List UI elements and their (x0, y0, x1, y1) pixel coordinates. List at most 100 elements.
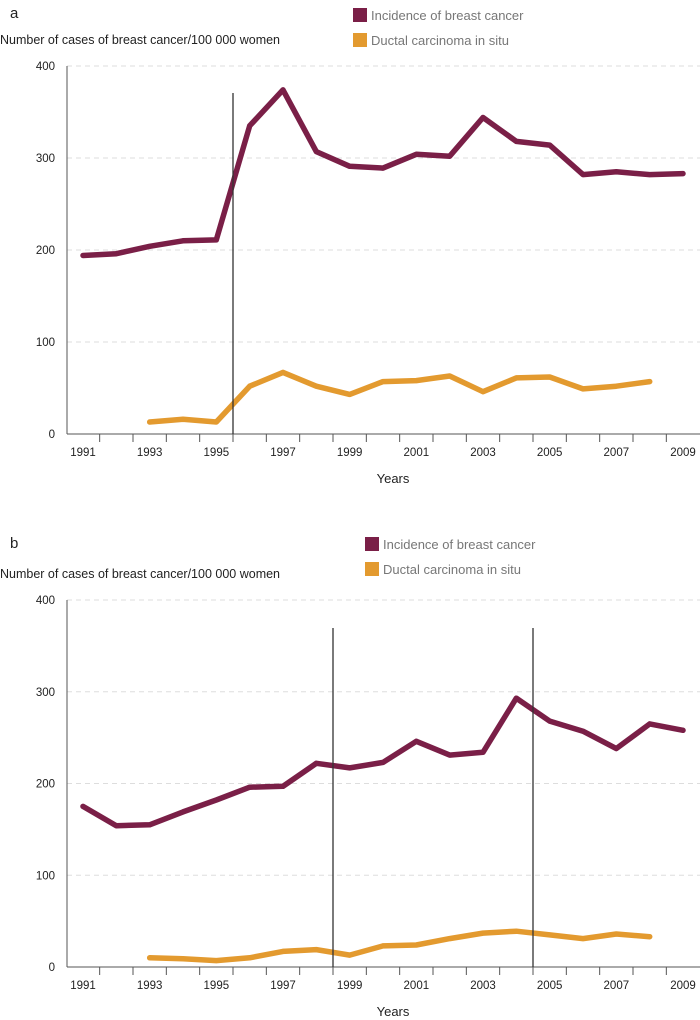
data-point (313, 947, 319, 953)
data-point (247, 123, 253, 129)
x-tick-label: 1991 (70, 447, 96, 459)
x-tick-label: 2009 (670, 980, 696, 992)
data-point (147, 419, 153, 425)
x-tick-label: 2001 (404, 980, 430, 992)
data-point (613, 931, 619, 937)
series-line (146, 369, 653, 425)
panel-label: a (10, 5, 19, 22)
data-point (347, 163, 353, 169)
x-tick-label: 2003 (470, 447, 496, 459)
data-point (280, 783, 286, 789)
data-point (613, 169, 619, 175)
data-point (280, 369, 286, 375)
series-line (80, 87, 686, 259)
y-axis-title: Number of cases of breast cancer/100 000… (0, 567, 280, 581)
y-tick-label: 400 (36, 595, 55, 607)
data-point (580, 172, 586, 178)
data-point (347, 391, 353, 397)
x-tick-label: 1995 (204, 980, 230, 992)
data-point (413, 738, 419, 744)
x-tick-label: 2007 (604, 980, 630, 992)
data-point (313, 760, 319, 766)
data-point (413, 151, 419, 157)
data-point (280, 87, 286, 93)
data-point (380, 165, 386, 171)
data-point (180, 416, 186, 422)
data-point (680, 727, 686, 733)
y-tick-label: 200 (36, 779, 55, 791)
x-tick-label: 2005 (537, 447, 563, 459)
data-point (180, 238, 186, 244)
data-point (580, 936, 586, 942)
data-point (647, 379, 653, 385)
y-tick-label: 0 (49, 962, 55, 974)
data-point (547, 932, 553, 938)
data-point (247, 955, 253, 961)
data-point (480, 749, 486, 755)
data-point (613, 746, 619, 752)
legend-swatch (353, 8, 367, 22)
x-tick-label: 1999 (337, 447, 363, 459)
data-point (313, 383, 319, 389)
data-point (480, 930, 486, 936)
legend-label: Ductal carcinoma in situ (383, 562, 521, 577)
x-tick-label: 2003 (470, 980, 496, 992)
data-point (480, 115, 486, 121)
data-point (513, 375, 519, 381)
data-point (447, 373, 453, 379)
x-tick-label: 1995 (204, 447, 230, 459)
data-point (280, 948, 286, 954)
data-point (113, 251, 119, 257)
data-point (213, 958, 219, 964)
data-point (413, 378, 419, 384)
data-point (680, 171, 686, 177)
panel-label: b (10, 535, 18, 552)
x-tick-label: 1993 (137, 447, 163, 459)
data-point (347, 952, 353, 958)
legend-label: Incidence of breast cancer (383, 537, 536, 552)
x-tick-label: 2009 (670, 447, 696, 459)
panel-a: a Number of cases of breast cancer/100 00… (0, 5, 700, 486)
data-point (313, 149, 319, 155)
data-point (647, 172, 653, 178)
panel-b: b Number of cases of breast cancer/100 00… (0, 535, 700, 1019)
data-point (380, 379, 386, 385)
legend-swatch (365, 562, 379, 576)
legend-swatch (353, 33, 367, 47)
data-point (213, 797, 219, 803)
x-axis-title: Years (377, 1004, 410, 1019)
data-point (147, 243, 153, 249)
x-tick-label: 2001 (404, 447, 430, 459)
data-point (147, 955, 153, 961)
data-point (247, 784, 253, 790)
x-tick-label: 1991 (70, 980, 96, 992)
data-point (580, 728, 586, 734)
x-tick-label: 1993 (137, 980, 163, 992)
data-point (547, 374, 553, 380)
y-tick-label: 300 (36, 153, 55, 165)
data-point (447, 936, 453, 942)
data-point (213, 419, 219, 425)
y-tick-label: 100 (36, 870, 55, 882)
data-point (580, 386, 586, 392)
data-point (380, 759, 386, 765)
data-point (180, 956, 186, 962)
data-point (513, 695, 519, 701)
data-point (180, 809, 186, 815)
legend-label: Incidence of breast cancer (371, 8, 524, 23)
data-point (613, 383, 619, 389)
data-point (213, 237, 219, 243)
data-point (513, 928, 519, 934)
x-axis-title: Years (377, 471, 410, 486)
data-point (380, 943, 386, 949)
data-point (347, 765, 353, 771)
y-tick-label: 100 (36, 337, 55, 349)
series-line (146, 928, 653, 964)
x-tick-label: 1999 (337, 980, 363, 992)
y-tick-label: 400 (36, 61, 55, 73)
data-point (247, 383, 253, 389)
data-point (80, 803, 86, 809)
y-axis-title: Number of cases of breast cancer/100 000… (0, 33, 280, 47)
data-point (147, 822, 153, 828)
